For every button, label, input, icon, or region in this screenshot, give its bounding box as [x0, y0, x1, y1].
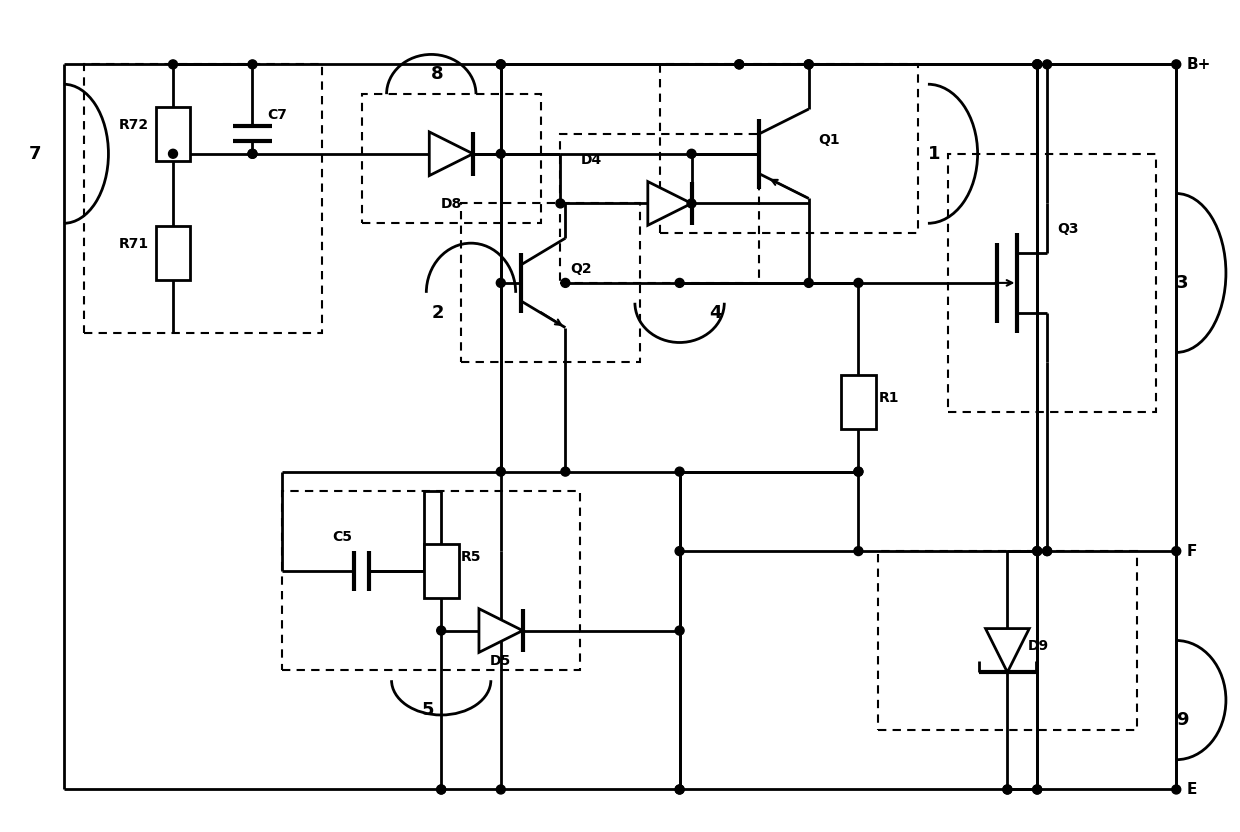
Text: D5: D5 [490, 654, 511, 668]
Circle shape [496, 149, 505, 158]
Circle shape [1043, 60, 1052, 69]
Text: 1: 1 [928, 145, 940, 163]
Circle shape [805, 60, 813, 69]
Circle shape [248, 60, 257, 69]
Text: D4: D4 [580, 153, 601, 166]
Bar [83, 64, 322, 333]
Circle shape [675, 785, 684, 794]
Circle shape [854, 279, 863, 287]
Circle shape [735, 60, 744, 69]
Text: E: E [1187, 782, 1197, 797]
Text: B+: B+ [1187, 57, 1210, 72]
Circle shape [1172, 547, 1180, 556]
Circle shape [675, 547, 684, 556]
Text: 5: 5 [422, 701, 434, 719]
Circle shape [1033, 785, 1042, 794]
Circle shape [687, 149, 696, 158]
Circle shape [1033, 60, 1042, 69]
Circle shape [1172, 785, 1180, 794]
Circle shape [1033, 547, 1042, 556]
Text: R1: R1 [878, 391, 899, 405]
Circle shape [1043, 547, 1052, 556]
Text: 4: 4 [709, 304, 722, 322]
Text: Q3: Q3 [1056, 222, 1079, 236]
Text: Q1: Q1 [818, 133, 841, 146]
Circle shape [675, 626, 684, 635]
Bar [283, 492, 580, 671]
Polygon shape [986, 628, 1029, 672]
Circle shape [496, 785, 505, 794]
Polygon shape [647, 181, 692, 225]
Text: D9: D9 [1027, 640, 1048, 653]
Bar [878, 551, 1137, 730]
Circle shape [169, 149, 177, 158]
Bar [947, 154, 1157, 412]
Text: Q2: Q2 [570, 262, 591, 276]
Text: C5: C5 [332, 530, 352, 544]
Circle shape [735, 60, 744, 69]
Text: C7: C7 [268, 108, 288, 122]
Circle shape [1003, 785, 1012, 794]
Circle shape [556, 199, 565, 208]
Bar [424, 543, 459, 598]
Circle shape [854, 547, 863, 556]
Circle shape [854, 467, 863, 476]
Circle shape [1003, 785, 1012, 794]
Bar [841, 374, 875, 429]
Polygon shape [479, 609, 522, 652]
Text: F: F [1187, 543, 1197, 558]
Polygon shape [429, 132, 472, 176]
Bar [156, 225, 191, 280]
Text: 8: 8 [432, 65, 444, 83]
Circle shape [496, 60, 505, 69]
Circle shape [675, 785, 684, 794]
Circle shape [496, 467, 505, 476]
Text: R71: R71 [118, 237, 149, 251]
Circle shape [436, 785, 445, 794]
Circle shape [675, 279, 684, 287]
Bar [660, 64, 918, 233]
Circle shape [496, 279, 505, 287]
Text: 9: 9 [1177, 711, 1189, 729]
Circle shape [248, 149, 257, 158]
Circle shape [560, 467, 570, 476]
Circle shape [1033, 60, 1042, 69]
Circle shape [1033, 60, 1042, 69]
Circle shape [436, 785, 445, 794]
Text: D8: D8 [440, 197, 461, 211]
Bar [461, 204, 640, 363]
Circle shape [496, 60, 505, 69]
Circle shape [1172, 60, 1180, 69]
Circle shape [248, 149, 257, 158]
Circle shape [805, 279, 813, 287]
Circle shape [675, 467, 684, 476]
Text: 3: 3 [1177, 274, 1189, 292]
Circle shape [169, 60, 177, 69]
Bar [362, 94, 541, 223]
Text: 2: 2 [432, 304, 444, 322]
Circle shape [560, 279, 570, 287]
Bar [560, 134, 759, 283]
Text: 7: 7 [29, 145, 41, 163]
Circle shape [436, 626, 445, 635]
Text: R5: R5 [461, 550, 481, 564]
Circle shape [854, 467, 863, 476]
Circle shape [1033, 547, 1042, 556]
Circle shape [805, 60, 813, 69]
Bar [156, 106, 191, 161]
Circle shape [1043, 547, 1052, 556]
Circle shape [687, 199, 696, 208]
Text: R72: R72 [118, 118, 149, 132]
Circle shape [1033, 785, 1042, 794]
